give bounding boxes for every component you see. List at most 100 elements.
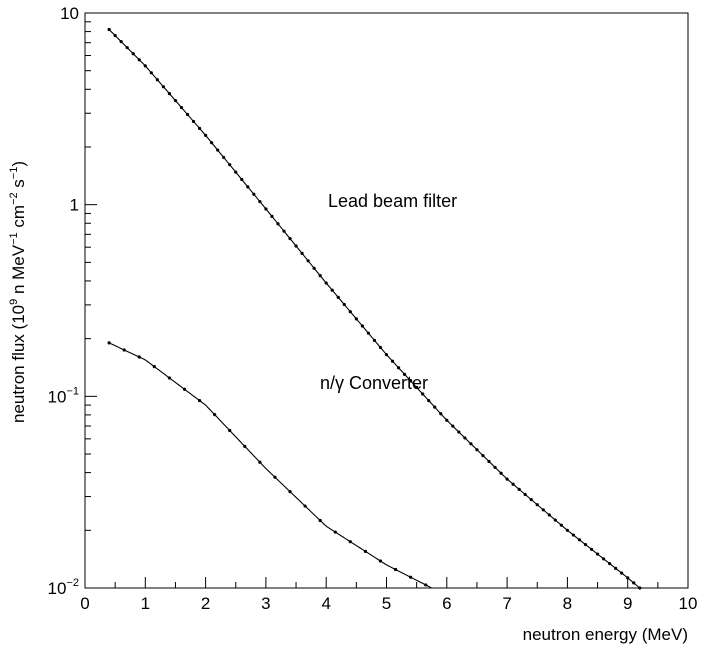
data-point: [409, 575, 413, 579]
y-label-sup: 9: [8, 299, 20, 305]
data-point: [577, 538, 582, 542]
x-tick-label: 1: [141, 594, 150, 613]
data-point: [197, 126, 202, 130]
data-point: [276, 222, 280, 226]
data-point: [258, 199, 262, 204]
y-tick-base: 10: [48, 579, 67, 598]
data-point: [409, 379, 413, 383]
data-point: [505, 477, 509, 481]
data-point: [270, 214, 274, 218]
data-point: [638, 586, 642, 590]
data-point: [167, 92, 172, 96]
data-point: [493, 465, 497, 469]
data-point: [288, 236, 292, 241]
data-point: [457, 430, 461, 434]
data-point: [559, 523, 563, 527]
data-point: [529, 497, 533, 502]
data-point: [107, 341, 111, 345]
data-point: [487, 459, 491, 464]
data-point: [182, 387, 187, 391]
data-point: [222, 155, 226, 160]
data-point: [481, 453, 485, 458]
series-group: [107, 27, 642, 590]
data-point: [312, 266, 316, 270]
data-point: [475, 448, 479, 452]
data-point: [300, 251, 304, 255]
data-point: [547, 513, 551, 517]
data-point: [393, 567, 398, 572]
data-point: [228, 428, 232, 433]
data-point: [595, 552, 600, 556]
data-point: [306, 259, 310, 263]
data-point: [288, 490, 292, 494]
data-point: [463, 436, 467, 440]
y-label-sup: −1: [8, 232, 20, 245]
data-point: [131, 52, 135, 56]
data-point: [571, 533, 576, 537]
y-tick-exp: −1: [66, 385, 79, 397]
data-point: [173, 98, 178, 103]
y-tick-base: 10: [48, 387, 67, 406]
data-point: [535, 503, 539, 507]
data-point: [213, 413, 217, 417]
y-label-part: cm: [9, 205, 28, 232]
y-tick-label: 10: [60, 4, 79, 23]
x-tick-label: 9: [623, 594, 632, 613]
data-point: [366, 331, 371, 335]
data-point: [360, 324, 364, 328]
data-point: [378, 559, 383, 563]
data-point: [565, 528, 570, 532]
data-point: [348, 540, 352, 544]
x-axis-label: neutron energy (MeV): [523, 625, 688, 644]
data-point: [614, 566, 618, 570]
data-point: [107, 27, 111, 32]
data-point: [620, 571, 624, 575]
x-tick-label: 8: [563, 594, 572, 613]
data-point: [204, 133, 208, 137]
data-point: [246, 185, 250, 189]
y-label-sup: −2: [8, 192, 20, 205]
y-tick-label: 10−1: [48, 385, 79, 406]
data-point: [601, 557, 606, 561]
data-point: [240, 177, 244, 182]
data-point: [523, 492, 527, 497]
data-point: [252, 192, 256, 196]
data-point: [125, 46, 129, 50]
x-tick-label: 4: [321, 594, 330, 613]
data-point: [264, 207, 268, 211]
data-point: [137, 58, 141, 62]
data-point: [553, 518, 557, 522]
data-point: [210, 141, 214, 145]
x-tick-label: 3: [261, 594, 270, 613]
data-point: [363, 549, 367, 553]
x-tick-label: 5: [382, 594, 391, 613]
data-point: [179, 105, 184, 110]
data-point: [354, 317, 358, 321]
data-point: [303, 504, 307, 508]
data-point: [318, 274, 322, 278]
data-point: [424, 583, 428, 587]
x-tick-label: 0: [80, 594, 89, 613]
data-point: [511, 482, 515, 486]
y-axis-label: neutron flux (109 n MeV−1 cm−2 s−1): [8, 161, 28, 423]
data-point: [583, 542, 588, 547]
data-point: [427, 398, 431, 403]
data-point: [384, 353, 389, 357]
annotation-lead-beam-filter: Lead beam filter: [328, 191, 457, 211]
data-point: [333, 530, 337, 534]
data-point: [155, 78, 159, 82]
data-point: [122, 348, 126, 352]
data-point: [294, 244, 298, 248]
data-point: [541, 508, 545, 512]
data-point: [243, 444, 247, 448]
series-line-0: [108, 29, 641, 589]
annotation-converter: n/γ Converter: [320, 373, 428, 393]
data-point: [402, 372, 407, 376]
x-tick-label: 7: [502, 594, 511, 613]
data-point: [161, 85, 165, 89]
data-point: [372, 338, 377, 342]
data-point: [282, 229, 286, 233]
data-point: [415, 385, 419, 390]
